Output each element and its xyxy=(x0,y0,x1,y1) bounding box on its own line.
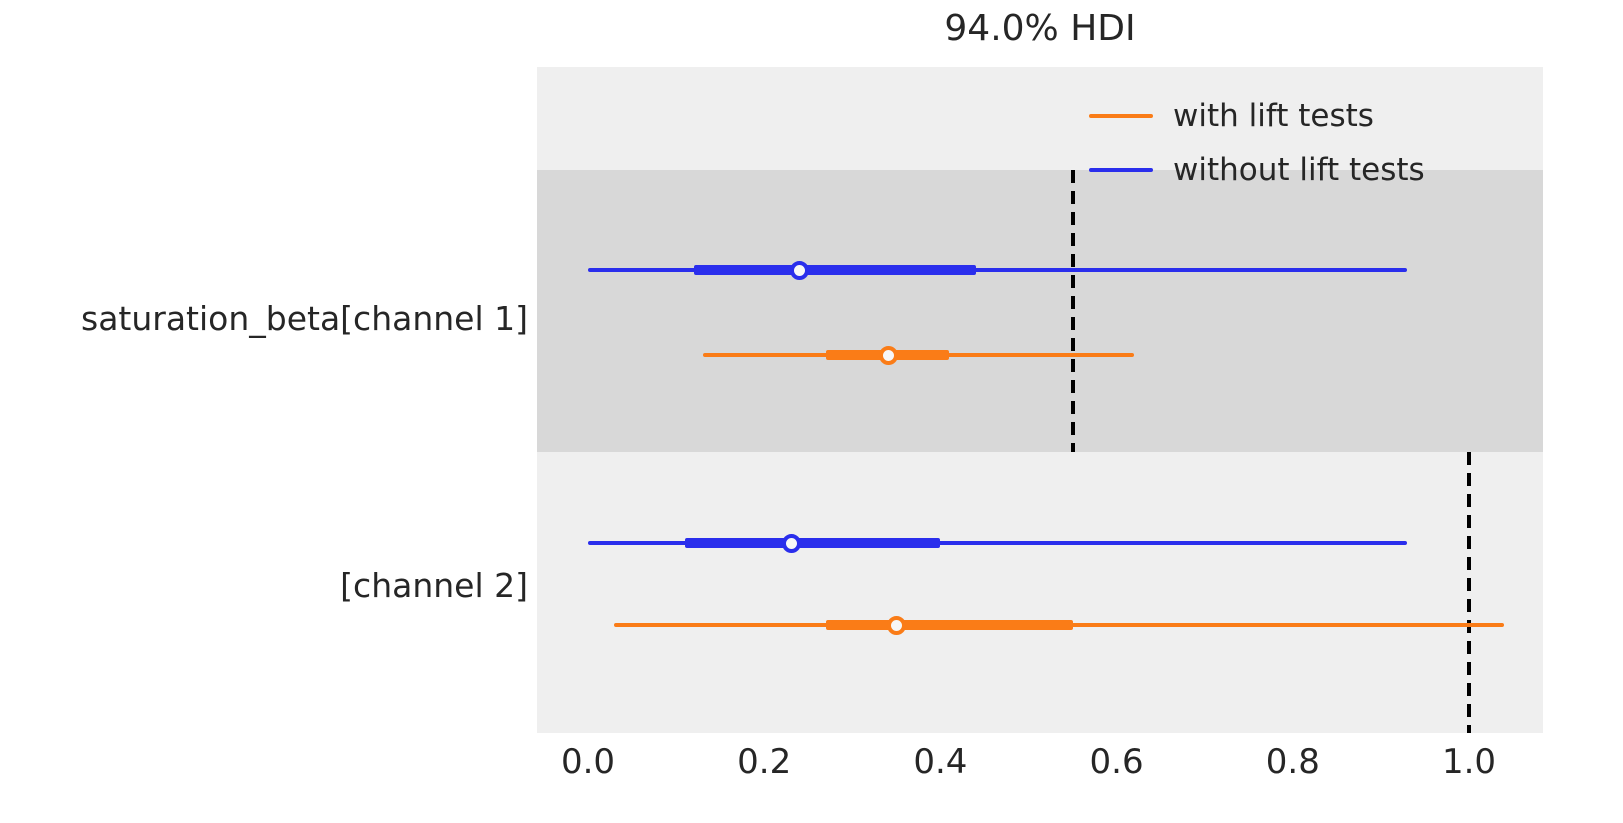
reference-line-row-1 xyxy=(1070,170,1075,452)
x-tick-label: 0.2 xyxy=(737,742,792,782)
quartile-line-row-2-without-lift-tests xyxy=(684,538,941,548)
x-tick-label: 0.4 xyxy=(913,742,968,782)
quartile-line-row-1-without-lift-tests xyxy=(693,265,976,275)
x-tick-label: 0.8 xyxy=(1265,742,1320,782)
median-marker-row-1-without-lift-tests xyxy=(790,261,810,280)
legend-label-with-lift-tests: with lift tests xyxy=(1173,98,1374,134)
reference-line-row-2 xyxy=(1467,452,1471,733)
x-axis-tick-labels: 0.0 0.2 0.4 0.6 0.8 1.0 xyxy=(537,742,1543,792)
x-tick-label: 0.6 xyxy=(1089,742,1144,782)
hdi-line-row-2-without-lift-tests xyxy=(588,541,1408,545)
plot-area: with lift tests without lift tests xyxy=(537,67,1543,733)
legend-line-blue-icon xyxy=(1089,168,1153,172)
legend-item-with-lift-tests: with lift tests xyxy=(1089,89,1425,143)
quartile-line-row-2-with-lift-tests xyxy=(825,620,1073,630)
hdi-line-row-1-without-lift-tests xyxy=(588,268,1408,272)
chart-title: 94.0% HDI xyxy=(944,8,1136,49)
row-label-channel-2: [channel 2] xyxy=(340,566,528,605)
legend-label-without-lift-tests: without lift tests xyxy=(1173,152,1425,188)
median-marker-row-2-without-lift-tests xyxy=(781,534,801,553)
row-label-channel-1: saturation_beta[channel 1] xyxy=(81,299,528,338)
shaded-band-channel-1 xyxy=(537,170,1543,452)
legend-item-without-lift-tests: without lift tests xyxy=(1089,143,1425,197)
x-tick-label: 0.0 xyxy=(560,742,616,782)
x-tick-label: 1.0 xyxy=(1441,742,1497,782)
median-marker-row-1-with-lift-tests xyxy=(878,346,898,365)
legend-line-orange-icon xyxy=(1089,114,1153,118)
median-marker-row-2-with-lift-tests xyxy=(887,616,907,635)
legend: with lift tests without lift tests xyxy=(1089,89,1425,197)
